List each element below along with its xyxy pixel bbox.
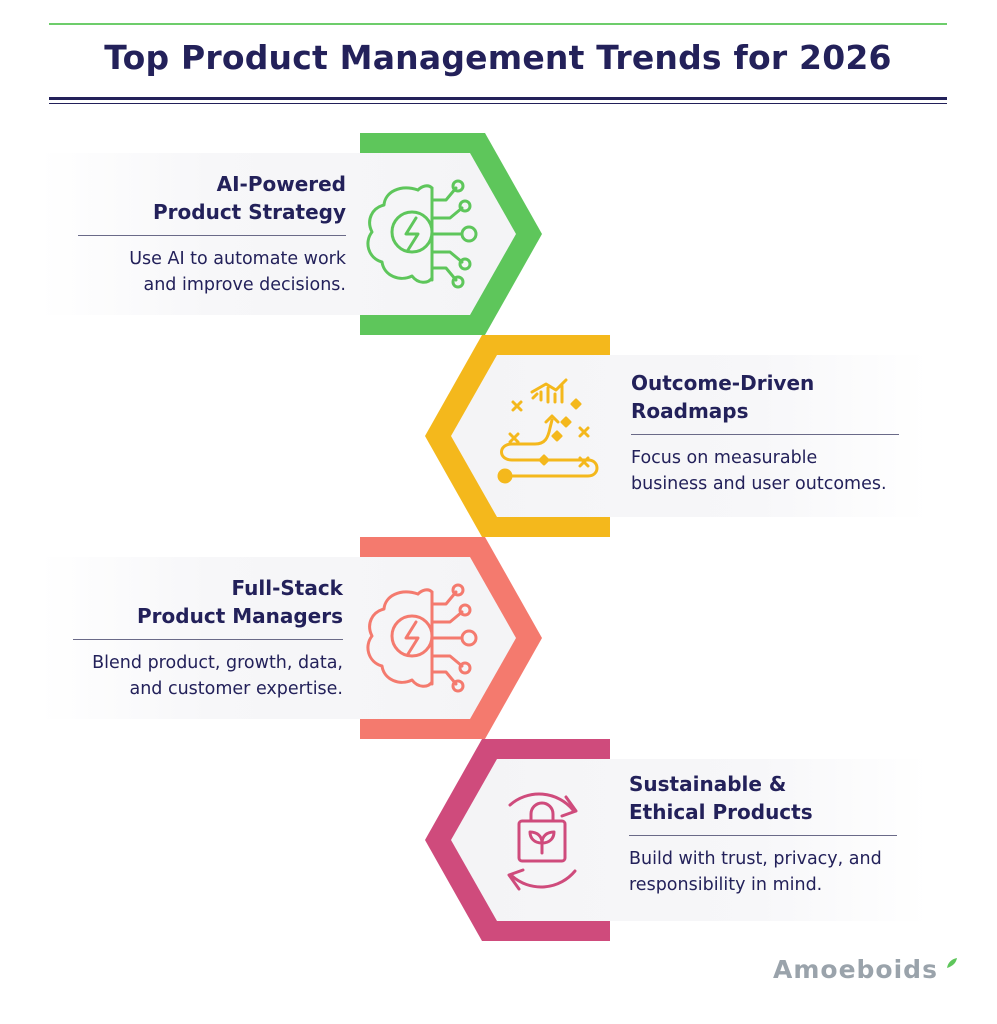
trend-divider: [78, 235, 346, 236]
card-panel-3: [40, 557, 516, 719]
trend-description-line-2: responsibility in mind.: [629, 875, 823, 895]
trend-card-2: [425, 335, 928, 537]
trend-divider: [631, 434, 899, 435]
trend-title: Outcome-Driven Roadmaps: [631, 369, 899, 425]
trend-description: Build with trust, privacy, and responsib…: [629, 846, 897, 898]
trend-card-3-text: Full-Stack Product Managers Blend produc…: [48, 574, 343, 702]
page-title: Top Product Management Trends for 2026: [104, 38, 892, 77]
trend-title-line-2: Product Strategy: [153, 200, 346, 224]
trend-title-line-1: Full-Stack: [231, 576, 343, 600]
trend-title-line-2: Product Managers: [137, 604, 343, 628]
brand-logo: Amoeboids: [773, 955, 938, 984]
trend-description: Use AI to automate work and improve deci…: [78, 246, 346, 298]
card-panel-1: [40, 153, 516, 315]
trend-title-line-1: Sustainable &: [629, 772, 787, 796]
trend-title-line-1: Outcome-Driven: [631, 371, 815, 395]
card-panel-4: [451, 759, 928, 921]
roadmap-path-chart-icon: [497, 378, 599, 484]
trend-card-3: [40, 537, 542, 739]
trend-description: Focus on measurable business and user ou…: [631, 445, 899, 497]
trend-description-line-2: and customer expertise.: [129, 679, 343, 699]
trend-description-line-2: and improve decisions.: [143, 275, 346, 295]
title-top-rule: [49, 23, 947, 25]
trend-description-line-1: Use AI to automate work: [129, 249, 346, 269]
trend-divider: [73, 639, 343, 640]
trend-title: Sustainable & Ethical Products: [629, 770, 897, 826]
trend-card-1: [40, 133, 542, 335]
logo-leaf-icon: [947, 958, 957, 968]
trend-title-line-1: AI-Powered: [216, 172, 346, 196]
title-bottom-rule: [49, 97, 947, 100]
title-bottom-rule-thin: [49, 103, 947, 104]
ai-brain-chip-icon: [366, 179, 478, 289]
recycle-bag-icon: [507, 792, 578, 891]
trend-divider: [629, 835, 897, 836]
trend-card-4: [425, 739, 928, 941]
trend-title: Full-Stack Product Managers: [48, 574, 343, 630]
trend-title-line-2: Roadmaps: [631, 399, 749, 423]
trend-card-1-text: AI-Powered Product Strategy Use AI to au…: [78, 170, 346, 298]
trend-title-line-2: Ethical Products: [629, 800, 813, 824]
trend-title: AI-Powered Product Strategy: [78, 170, 346, 226]
trend-description-line-1: Focus on measurable: [631, 448, 818, 468]
ai-brain-chip-icon: [366, 583, 478, 693]
trend-card-4-text: Sustainable & Ethical Products Build wit…: [629, 770, 897, 898]
trend-description: Blend product, growth, data, and custome…: [48, 650, 343, 702]
trend-description-line-2: business and user outcomes.: [631, 474, 887, 494]
trend-description-line-1: Blend product, growth, data,: [92, 653, 343, 673]
trend-card-2-text: Outcome-Driven Roadmaps Focus on measura…: [631, 369, 899, 497]
trend-description-line-1: Build with trust, privacy, and: [629, 849, 882, 869]
